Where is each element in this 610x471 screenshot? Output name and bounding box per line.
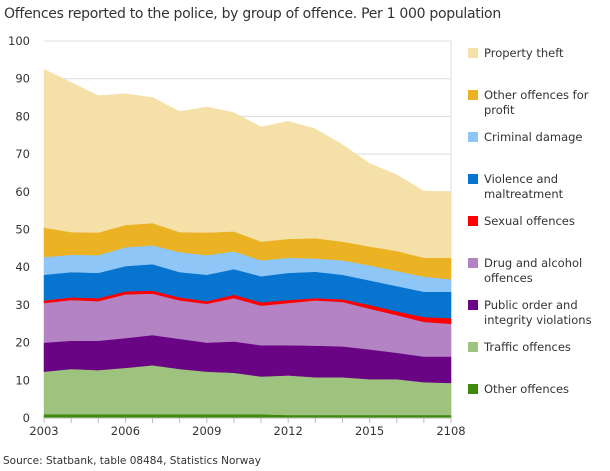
legend-swatch [468,384,478,394]
y-tick-label: 100 [8,34,30,48]
legend-swatch [468,258,478,268]
legend-item[interactable]: Drug and alcohol offences [468,256,582,286]
legend-label: Other offences [484,382,569,397]
y-tick-label: 40 [15,260,30,274]
legend-item[interactable]: Other offences [468,382,569,397]
x-tick-label: 2015 [355,424,384,438]
x-tick-label: 2006 [111,424,140,438]
x-tick-label: 2108 [436,424,465,438]
legend-item[interactable]: Traffic offences [468,340,571,355]
area-property-theft [43,68,452,259]
source-note: Source: Statbank, table 08484, Statistic… [3,455,261,467]
x-tick-label: 2009 [192,424,221,438]
legend-label-line: Drug and alcohol [484,256,583,270]
legend-label-line: Criminal damage [484,130,583,144]
legend-label-line: profit [484,103,515,117]
legend-label: Traffic offences [484,340,571,355]
legend-label-line: offences [484,271,533,285]
legend-label-line: maltreatment [484,187,564,201]
legend-item[interactable]: Property theft [468,46,564,61]
legend-label-line: Sexual offences [484,214,575,228]
y-tick-label: 20 [15,336,30,350]
y-tick-label: 30 [15,298,30,312]
y-tick-label: 10 [15,373,30,387]
legend-label: Property theft [484,46,564,61]
y-tick-label: 60 [15,185,30,199]
y-tick-label: 80 [15,109,30,123]
y-tick-label: 0 [23,411,30,425]
legend-item[interactable]: Other offences for profit [468,88,589,118]
legend-label: Violence and maltreatment [484,172,563,202]
legend-label-line: Other offences for [484,88,589,102]
legend-label-line: Violence and [484,172,559,186]
legend-label: Sexual offences [484,214,575,229]
legend-label-line: Other offences [484,382,570,396]
legend-swatch [468,216,478,226]
legend-swatch [468,300,478,310]
legend-label-line: Traffic offences [484,340,571,354]
legend-swatch [468,90,478,100]
x-tick-label: 2012 [274,424,303,438]
legend-swatch [468,174,478,184]
legend-swatch [468,342,478,352]
legend-swatch [468,48,478,58]
legend-label: Drug and alcohol offences [484,256,582,286]
legend-label: Criminal damage [484,130,583,145]
legend-label: Public order and integrity violations [484,298,592,328]
legend-item[interactable]: Public order and integrity violations [468,298,592,328]
legend-label-line: Public order and [484,298,578,312]
y-tick-label: 50 [15,223,30,237]
y-tick-label: 70 [15,147,30,161]
legend-label-line: integrity violations [484,313,592,327]
legend-swatch [468,132,478,142]
legend-item[interactable]: Violence and maltreatment [468,172,563,202]
legend-label-line: Property theft [484,46,564,60]
x-tick-label: 2003 [29,424,58,438]
chart-title: Offences reported to the police, by grou… [4,6,501,22]
legend-item[interactable]: Sexual offences [468,214,575,229]
y-tick-label: 90 [15,72,30,86]
legend-item[interactable]: Criminal damage [468,130,583,145]
legend-label: Other offences for profit [484,88,589,118]
